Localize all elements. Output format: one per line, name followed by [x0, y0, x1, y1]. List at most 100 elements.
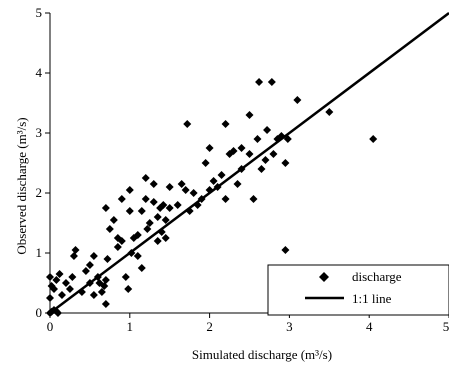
- data-point: [245, 111, 254, 119]
- data-points: [46, 78, 378, 317]
- data-point: [46, 273, 54, 281]
- data-point: [68, 273, 77, 281]
- data-point: [93, 273, 102, 281]
- data-point: [77, 288, 86, 296]
- data-point: [89, 291, 98, 299]
- data-point: [149, 180, 158, 188]
- y-axis-title: Observed discharge (m³/s): [14, 117, 29, 254]
- data-point: [101, 300, 110, 308]
- data-point: [293, 96, 302, 104]
- data-point: [161, 234, 170, 242]
- y-tick-label: 0: [36, 305, 43, 320]
- data-point: [161, 216, 170, 224]
- y-tick-label: 5: [36, 5, 43, 20]
- data-point: [221, 195, 230, 203]
- data-point: [133, 252, 142, 260]
- data-point: [183, 120, 192, 128]
- data-point: [255, 78, 264, 86]
- one-to-one-line-path: [49, 12, 449, 314]
- data-point: [233, 180, 242, 188]
- data-point: [125, 186, 134, 194]
- data-point: [325, 108, 334, 116]
- x-tick-label: 3: [286, 319, 293, 334]
- legend-marker-discharge: [319, 272, 329, 282]
- legend-label-line: 1:1 line: [352, 291, 392, 306]
- data-point: [117, 237, 126, 245]
- data-point: [369, 135, 378, 143]
- data-point: [143, 225, 152, 233]
- data-point: [65, 285, 74, 293]
- data-point: [141, 195, 150, 203]
- data-point: [133, 231, 142, 239]
- legend-label-discharge: discharge: [352, 269, 402, 284]
- data-point: [261, 156, 270, 164]
- legend: discharge 1:1 line: [267, 264, 449, 316]
- data-point: [263, 126, 272, 134]
- data-point: [69, 252, 78, 260]
- data-point: [127, 249, 136, 257]
- data-point: [103, 255, 112, 263]
- data-point: [47, 282, 56, 290]
- x-tick-label: 2: [206, 319, 213, 334]
- x-axis-title: Simulated discharge (m³/s): [192, 347, 332, 362]
- data-point: [209, 177, 218, 185]
- data-point: [100, 282, 109, 290]
- y-tick-label: 2: [36, 185, 43, 200]
- x-tick-label: 1: [127, 319, 134, 334]
- data-point: [71, 246, 80, 254]
- data-point: [101, 276, 110, 284]
- data-point: [85, 279, 94, 287]
- x-tick-label: 5: [443, 319, 449, 334]
- data-point: [281, 159, 290, 167]
- data-point: [181, 186, 190, 194]
- data-point: [237, 144, 246, 152]
- data-point: [165, 183, 174, 191]
- data-point: [52, 276, 61, 284]
- one-to-one-line: [49, 12, 449, 314]
- data-point: [205, 144, 214, 152]
- data-point: [141, 174, 150, 182]
- data-point: [113, 243, 122, 251]
- data-point: [221, 120, 230, 128]
- data-point: [81, 267, 90, 275]
- data-point: [237, 165, 246, 173]
- data-point: [213, 183, 222, 191]
- data-point: [124, 285, 133, 293]
- data-point: [85, 261, 94, 269]
- data-point: [249, 195, 258, 203]
- data-point: [101, 204, 110, 212]
- data-point: [89, 252, 98, 260]
- data-point: [53, 309, 62, 317]
- data-point: [193, 201, 202, 209]
- data-point: [105, 225, 114, 233]
- data-point: [281, 246, 290, 254]
- data-point: [61, 279, 70, 287]
- data-point: [125, 207, 134, 215]
- x-tick-label: 0: [47, 319, 54, 334]
- data-point: [97, 288, 106, 296]
- data-point: [189, 189, 198, 197]
- y-tick-label: 1: [36, 245, 43, 260]
- data-point: [149, 198, 158, 206]
- data-point: [121, 273, 130, 281]
- data-point: [137, 207, 146, 215]
- y-tick-label: 3: [36, 125, 43, 140]
- data-point: [201, 159, 210, 167]
- data-point: [109, 216, 118, 224]
- data-point: [46, 294, 54, 302]
- data-point: [257, 165, 266, 173]
- data-point: [277, 132, 286, 140]
- data-point: [283, 135, 292, 143]
- tick-labels: 0 1 2 3 4 5 0 1 2 3 4 5: [36, 5, 449, 334]
- x-tick-label: 4: [366, 319, 373, 334]
- data-point: [269, 150, 278, 158]
- data-point: [165, 204, 174, 212]
- data-point: [153, 213, 162, 221]
- data-point: [117, 195, 126, 203]
- data-point: [253, 135, 262, 143]
- data-point: [159, 201, 168, 209]
- data-point: [185, 207, 194, 215]
- data-point: [245, 150, 254, 158]
- data-point: [267, 78, 276, 86]
